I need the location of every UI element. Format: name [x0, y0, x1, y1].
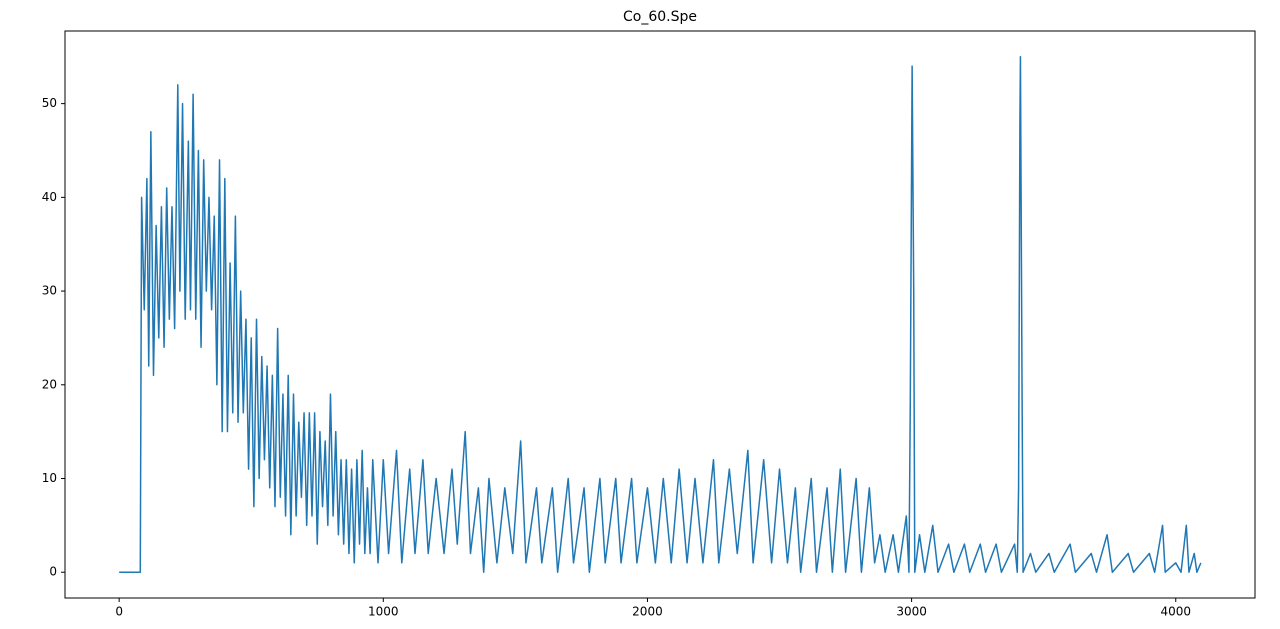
y-tick-label: 20 [42, 377, 57, 391]
x-tick-label: 4000 [1160, 605, 1191, 619]
y-tick-label: 0 [49, 565, 57, 579]
x-tick-label: 1000 [368, 605, 399, 619]
data-line [119, 56, 1202, 573]
x-tick-label: 0 [115, 605, 123, 619]
x-tick-label: 3000 [896, 605, 927, 619]
y-tick-label: 30 [42, 284, 57, 298]
y-tick-label: 50 [42, 96, 57, 110]
plot-area [119, 56, 1202, 573]
axes-frame [64, 30, 1256, 599]
chart-title: Co_60.Spe [623, 9, 697, 25]
y-tick-label: 10 [42, 471, 57, 485]
x-tick-label: 2000 [632, 605, 663, 619]
y-tick-label: 40 [42, 190, 57, 204]
